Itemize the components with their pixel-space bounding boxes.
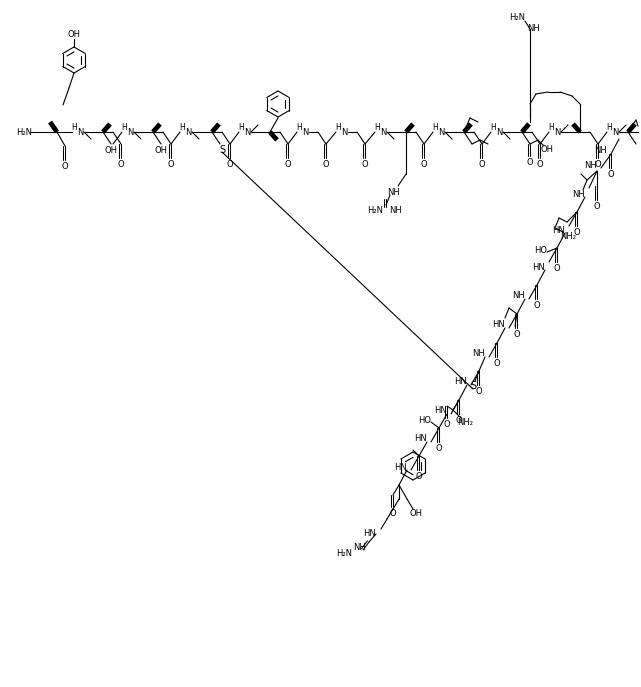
Text: NH: NH bbox=[512, 291, 525, 300]
Text: N: N bbox=[77, 128, 83, 137]
Text: O: O bbox=[479, 159, 485, 168]
Text: N: N bbox=[612, 128, 618, 137]
Text: H: H bbox=[490, 122, 496, 131]
Text: OH: OH bbox=[67, 30, 81, 38]
Text: O: O bbox=[420, 159, 428, 168]
Text: NH: NH bbox=[572, 190, 585, 199]
Text: H₂N: H₂N bbox=[367, 205, 383, 214]
Text: H: H bbox=[296, 122, 302, 131]
Text: H: H bbox=[606, 122, 612, 131]
Text: O: O bbox=[62, 161, 69, 170]
Text: HN: HN bbox=[492, 319, 505, 328]
Text: NH: NH bbox=[584, 161, 597, 170]
Text: O: O bbox=[476, 387, 482, 396]
Text: S: S bbox=[219, 145, 225, 155]
Text: N: N bbox=[438, 128, 444, 137]
Text: H₂N: H₂N bbox=[509, 12, 525, 21]
Text: N: N bbox=[185, 128, 191, 137]
Text: NH: NH bbox=[594, 146, 607, 155]
Text: H: H bbox=[432, 122, 438, 131]
Text: O: O bbox=[322, 159, 329, 168]
Text: HN: HN bbox=[454, 376, 467, 385]
Text: N: N bbox=[380, 128, 386, 137]
Text: H: H bbox=[179, 122, 185, 131]
Text: OH: OH bbox=[154, 146, 167, 155]
Text: O: O bbox=[527, 157, 533, 166]
Text: O: O bbox=[608, 170, 614, 179]
Text: O: O bbox=[444, 420, 451, 429]
Text: O: O bbox=[594, 201, 601, 210]
Text: N: N bbox=[127, 128, 133, 137]
Text: N: N bbox=[495, 128, 502, 137]
Text: NH: NH bbox=[472, 348, 485, 357]
Text: NH: NH bbox=[354, 543, 367, 552]
Text: O: O bbox=[574, 227, 580, 236]
Text: OH: OH bbox=[540, 144, 553, 153]
Text: H₂N: H₂N bbox=[336, 548, 352, 557]
Text: O: O bbox=[390, 508, 396, 517]
Text: O: O bbox=[534, 300, 540, 310]
Text: HO: HO bbox=[535, 245, 547, 254]
Text: O: O bbox=[456, 416, 462, 425]
Text: HN: HN bbox=[553, 225, 565, 234]
Text: HN: HN bbox=[532, 262, 545, 271]
Text: O: O bbox=[415, 471, 422, 480]
Text: HN: HN bbox=[434, 405, 447, 414]
Text: H: H bbox=[71, 122, 77, 131]
Text: N: N bbox=[302, 128, 308, 137]
Text: H: H bbox=[121, 122, 127, 131]
Text: H: H bbox=[238, 122, 244, 131]
Text: OH: OH bbox=[104, 146, 117, 155]
Text: NH₂: NH₂ bbox=[560, 232, 576, 240]
Text: N: N bbox=[341, 128, 347, 137]
Text: O: O bbox=[168, 159, 174, 168]
Text: O: O bbox=[494, 359, 501, 368]
Text: N: N bbox=[244, 128, 250, 137]
Text: HO: HO bbox=[419, 416, 431, 425]
Text: H: H bbox=[335, 122, 341, 131]
Text: H: H bbox=[548, 122, 554, 131]
Text: NH: NH bbox=[388, 188, 401, 196]
Text: NH: NH bbox=[390, 205, 403, 214]
Text: OH: OH bbox=[410, 508, 422, 517]
Text: O: O bbox=[513, 330, 520, 339]
Text: H₂N: H₂N bbox=[16, 128, 32, 137]
Text: S: S bbox=[470, 381, 476, 391]
Text: O: O bbox=[118, 159, 124, 168]
Text: O: O bbox=[554, 264, 560, 273]
Text: O: O bbox=[595, 159, 601, 168]
Text: O: O bbox=[227, 159, 233, 168]
Text: O: O bbox=[285, 159, 291, 168]
Text: NH₂: NH₂ bbox=[457, 418, 473, 427]
Text: NH: NH bbox=[527, 23, 539, 32]
Text: HN: HN bbox=[414, 433, 427, 442]
Text: HN: HN bbox=[394, 462, 407, 471]
Text: H: H bbox=[374, 122, 380, 131]
Text: O: O bbox=[362, 159, 369, 168]
Text: HN: HN bbox=[363, 528, 376, 537]
Text: O: O bbox=[436, 444, 442, 453]
Text: O: O bbox=[537, 159, 544, 168]
Text: N: N bbox=[554, 128, 560, 137]
